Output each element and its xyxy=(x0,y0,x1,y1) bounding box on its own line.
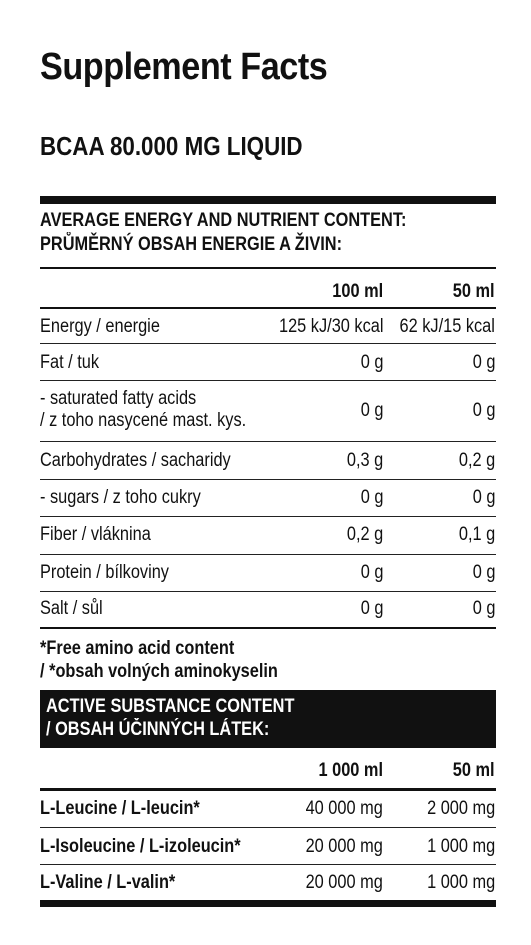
nutrient-row-value-50ml: 0 g xyxy=(472,487,495,508)
page-title: Supplement Facts xyxy=(40,46,328,88)
nutrient-row-value-50ml: 62 kJ/15 kcal xyxy=(399,316,495,337)
divider xyxy=(40,267,496,269)
active-row-value-50ml: 1 000 mg xyxy=(426,872,495,893)
nutrient-row-label: Salt / sůl xyxy=(40,598,103,619)
nutrient-col1-header: 100 ml xyxy=(332,281,383,302)
active-row-value-50ml: 2 000 mg xyxy=(426,798,495,819)
nutrient-heading-cz: PRŮMĚRNÝ OBSAH ENERGIE A ŽIVIN: xyxy=(40,234,343,255)
nutrient-row-value-100ml: 0 g xyxy=(360,487,383,508)
nutrient-row-value-100ml: 0 g xyxy=(360,598,383,619)
nutrient-heading-en: AVERAGE ENERGY AND NUTRIENT CONTENT: xyxy=(40,210,407,231)
active-row-value-1000ml: 20 000 mg xyxy=(305,836,383,857)
active-col2-header: 50 ml xyxy=(453,760,495,781)
divider xyxy=(40,441,496,442)
active-substance-band: ACTIVE SUBSTANCE CONTENT / OBSAH ÚČINNÝC… xyxy=(40,690,496,748)
nutrient-row-value-100ml: 0,2 g xyxy=(346,524,383,545)
footnote-cz: / *obsah volných aminokyselin xyxy=(40,661,278,682)
active-heading-cz: / OBSAH ÚČINNÝCH LÁTEK: xyxy=(46,719,270,740)
nutrient-row-value-50ml: 0 g xyxy=(472,562,495,583)
product-name: BCAA 80.000 MG LIQUID xyxy=(40,131,303,161)
nutrient-col2-header: 50 ml xyxy=(453,281,495,302)
active-row-value-50ml: 1 000 mg xyxy=(426,836,495,857)
active-row-value-1000ml: 20 000 mg xyxy=(305,872,383,893)
divider xyxy=(40,343,496,344)
divider xyxy=(40,591,496,592)
nutrient-row-label: Fat / tuk xyxy=(40,352,100,373)
active-col1-header: 1 000 ml xyxy=(318,760,384,781)
nutrient-row-value-50ml: 0 g xyxy=(472,598,495,619)
divider xyxy=(40,516,496,517)
nutrient-row-label: Carbohydrates / sacharidy xyxy=(40,450,231,471)
nutrient-row-label: Protein / bílkoviny xyxy=(40,562,169,583)
nutrient-row-value-50ml: 0,2 g xyxy=(458,450,495,471)
nutrient-row-value-100ml: 0 g xyxy=(360,400,383,421)
divider xyxy=(40,827,496,828)
nutrient-row-value-100ml: 125 kJ/30 kcal xyxy=(278,316,383,337)
divider xyxy=(40,788,496,791)
active-heading-en: ACTIVE SUBSTANCE CONTENT xyxy=(46,696,295,717)
nutrient-row-label: Energy / energie xyxy=(40,316,160,337)
divider xyxy=(40,864,496,865)
nutrient-row-label: Fiber / vláknina xyxy=(40,524,151,545)
nutrient-row-label-cz: / z toho nasycené mast. kys. xyxy=(40,410,247,431)
divider xyxy=(40,380,496,381)
footnote-en: *Free amino acid content xyxy=(40,638,235,659)
nutrient-row-label: - saturated fatty acids xyxy=(40,388,197,409)
divider xyxy=(40,479,496,480)
divider xyxy=(40,307,496,309)
top-thick-rule xyxy=(40,196,496,204)
divider xyxy=(40,627,496,629)
active-row-label: L-Isoleucine / L-izoleucin* xyxy=(40,836,241,857)
bottom-thick-rule xyxy=(40,900,496,907)
nutrient-row-value-50ml: 0 g xyxy=(472,400,495,421)
nutrient-row-value-100ml: 0 g xyxy=(360,562,383,583)
active-row-value-1000ml: 40 000 mg xyxy=(305,798,383,819)
nutrient-row-value-50ml: 0 g xyxy=(472,352,495,373)
nutrient-row-value-50ml: 0,1 g xyxy=(458,524,495,545)
nutrient-row-value-100ml: 0 g xyxy=(360,352,383,373)
nutrient-row-value-100ml: 0,3 g xyxy=(346,450,383,471)
nutrient-row-label: - sugars / z toho cukry xyxy=(40,487,201,508)
active-row-label: L-Leucine / L-leucin* xyxy=(40,798,200,819)
divider xyxy=(40,554,496,555)
active-row-label: L-Valine / L-valin* xyxy=(40,872,176,893)
